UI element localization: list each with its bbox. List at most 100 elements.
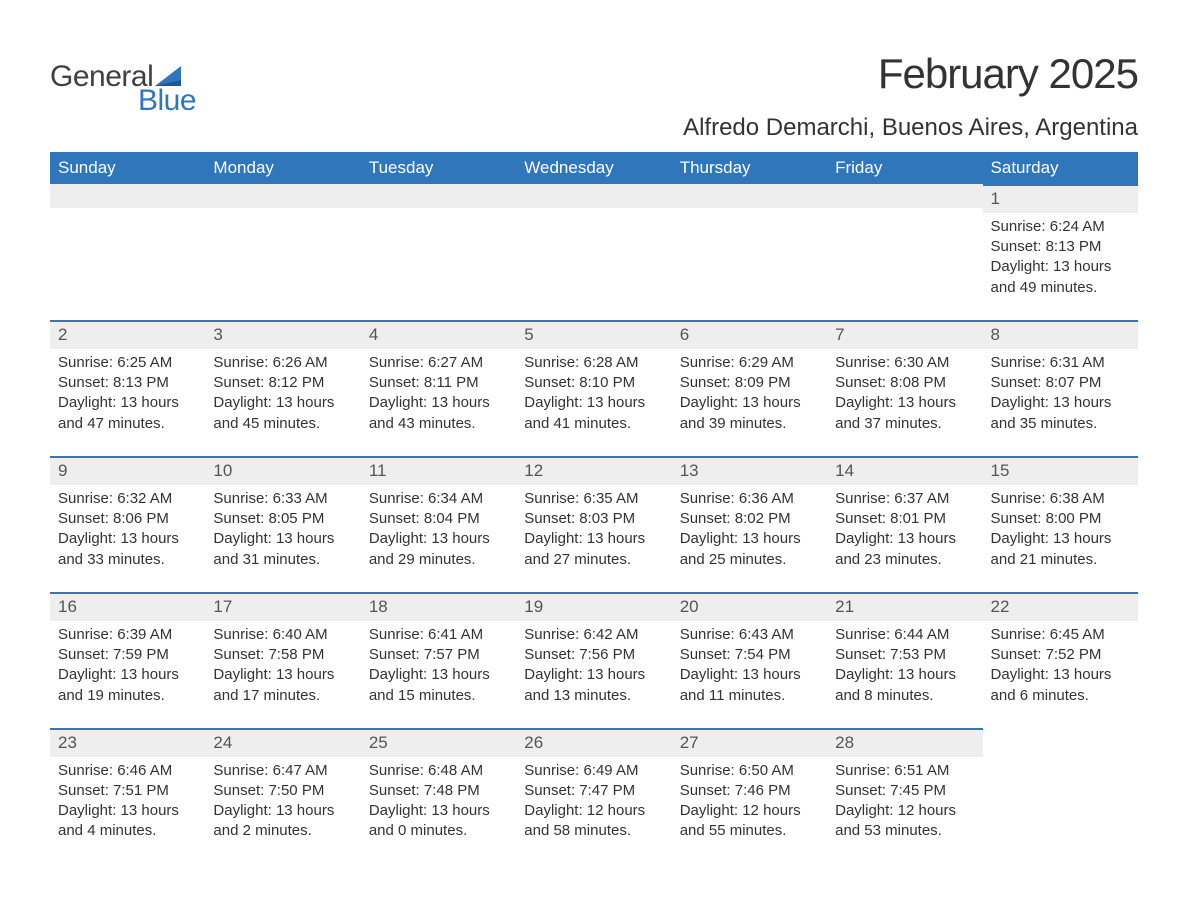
day-number-bar: 17 bbox=[205, 592, 360, 621]
calendar-day-cell: 15Sunrise: 6:38 AMSunset: 8:00 PMDayligh… bbox=[983, 456, 1138, 592]
day-number: 12 bbox=[524, 461, 543, 480]
sunset-line: Sunset: 8:05 PM bbox=[213, 509, 352, 529]
daylight-line: Daylight: 13 hours and 25 minutes. bbox=[680, 529, 819, 570]
day-number: 4 bbox=[369, 325, 378, 344]
day-number: 11 bbox=[369, 461, 387, 480]
day-number: 21 bbox=[835, 597, 854, 616]
day-number: 2 bbox=[58, 325, 67, 344]
sunset-line: Sunset: 8:13 PM bbox=[58, 373, 197, 393]
day-number: 8 bbox=[991, 325, 1000, 344]
sunrise-line: Sunrise: 6:33 AM bbox=[213, 489, 352, 509]
daylight-line: Daylight: 13 hours and 6 minutes. bbox=[991, 665, 1130, 706]
day-number-bar: 19 bbox=[516, 592, 671, 621]
daylight-line: Daylight: 13 hours and 2 minutes. bbox=[213, 801, 352, 842]
daylight-line: Daylight: 13 hours and 37 minutes. bbox=[835, 393, 974, 434]
weekday-header: Friday bbox=[827, 152, 982, 184]
day-number-bar: 26 bbox=[516, 728, 671, 757]
sunrise-line: Sunrise: 6:47 AM bbox=[213, 761, 352, 781]
day-number-bar: 2 bbox=[50, 320, 205, 349]
day-number: 15 bbox=[991, 461, 1010, 480]
calendar-day-cell: 3Sunrise: 6:26 AMSunset: 8:12 PMDaylight… bbox=[205, 320, 360, 456]
day-number-bar: 14 bbox=[827, 456, 982, 485]
calendar-day-cell: 18Sunrise: 6:41 AMSunset: 7:57 PMDayligh… bbox=[361, 592, 516, 728]
calendar-empty-cell bbox=[672, 184, 827, 320]
calendar-day-cell: 19Sunrise: 6:42 AMSunset: 7:56 PMDayligh… bbox=[516, 592, 671, 728]
daylight-line: Daylight: 13 hours and 41 minutes. bbox=[524, 393, 663, 434]
day-number: 9 bbox=[58, 461, 67, 480]
sunset-line: Sunset: 7:57 PM bbox=[369, 645, 508, 665]
sunset-line: Sunset: 7:54 PM bbox=[680, 645, 819, 665]
sunrise-line: Sunrise: 6:44 AM bbox=[835, 625, 974, 645]
daylight-line: Daylight: 13 hours and 27 minutes. bbox=[524, 529, 663, 570]
daylight-line: Daylight: 13 hours and 39 minutes. bbox=[680, 393, 819, 434]
sunrise-line: Sunrise: 6:51 AM bbox=[835, 761, 974, 781]
daylight-line: Daylight: 13 hours and 15 minutes. bbox=[369, 665, 508, 706]
day-number-bar: 27 bbox=[672, 728, 827, 757]
calendar-day-cell: 27Sunrise: 6:50 AMSunset: 7:46 PMDayligh… bbox=[672, 728, 827, 864]
day-number-bar: 3 bbox=[205, 320, 360, 349]
day-number-bar: 8 bbox=[983, 320, 1138, 349]
sunrise-line: Sunrise: 6:46 AM bbox=[58, 761, 197, 781]
day-number-bar: 16 bbox=[50, 592, 205, 621]
daylight-line: Daylight: 13 hours and 4 minutes. bbox=[58, 801, 197, 842]
day-number-bar: 24 bbox=[205, 728, 360, 757]
calendar-day-cell: 20Sunrise: 6:43 AMSunset: 7:54 PMDayligh… bbox=[672, 592, 827, 728]
sunset-line: Sunset: 8:06 PM bbox=[58, 509, 197, 529]
calendar-day-cell: 4Sunrise: 6:27 AMSunset: 8:11 PMDaylight… bbox=[361, 320, 516, 456]
calendar-week-row: 1Sunrise: 6:24 AMSunset: 8:13 PMDaylight… bbox=[50, 184, 1138, 320]
sunset-line: Sunset: 8:02 PM bbox=[680, 509, 819, 529]
sunrise-line: Sunrise: 6:36 AM bbox=[680, 489, 819, 509]
sunrise-line: Sunrise: 6:45 AM bbox=[991, 625, 1130, 645]
day-number-bar: 21 bbox=[827, 592, 982, 621]
day-number-bar: 6 bbox=[672, 320, 827, 349]
daylight-line: Daylight: 13 hours and 0 minutes. bbox=[369, 801, 508, 842]
calendar-day-cell: 8Sunrise: 6:31 AMSunset: 8:07 PMDaylight… bbox=[983, 320, 1138, 456]
sunset-line: Sunset: 8:08 PM bbox=[835, 373, 974, 393]
calendar-week-row: 23Sunrise: 6:46 AMSunset: 7:51 PMDayligh… bbox=[50, 728, 1138, 864]
daylight-line: Daylight: 13 hours and 45 minutes. bbox=[213, 393, 352, 434]
day-number: 17 bbox=[213, 597, 232, 616]
daylight-line: Daylight: 13 hours and 19 minutes. bbox=[58, 665, 197, 706]
calendar-day-cell: 9Sunrise: 6:32 AMSunset: 8:06 PMDaylight… bbox=[50, 456, 205, 592]
weekday-header: Wednesday bbox=[516, 152, 671, 184]
sunset-line: Sunset: 8:09 PM bbox=[680, 373, 819, 393]
sunrise-line: Sunrise: 6:24 AM bbox=[991, 217, 1130, 237]
sunset-line: Sunset: 7:59 PM bbox=[58, 645, 197, 665]
day-number: 1 bbox=[991, 189, 1000, 208]
sunset-line: Sunset: 7:51 PM bbox=[58, 781, 197, 801]
day-number: 13 bbox=[680, 461, 699, 480]
day-number-bar: 25 bbox=[361, 728, 516, 757]
day-number-bar: 9 bbox=[50, 456, 205, 485]
daylight-line: Daylight: 13 hours and 8 minutes. bbox=[835, 665, 974, 706]
day-number: 19 bbox=[524, 597, 543, 616]
calendar-empty-cell bbox=[983, 728, 1138, 864]
calendar-week-row: 2Sunrise: 6:25 AMSunset: 8:13 PMDaylight… bbox=[50, 320, 1138, 456]
day-number-bar: 28 bbox=[827, 728, 982, 757]
calendar-empty-cell bbox=[361, 184, 516, 320]
weekday-header: Monday bbox=[205, 152, 360, 184]
logo: General Blue bbox=[50, 50, 196, 118]
calendar-day-cell: 17Sunrise: 6:40 AMSunset: 7:58 PMDayligh… bbox=[205, 592, 360, 728]
location-subtitle: Alfredo Demarchi, Buenos Aires, Argentin… bbox=[683, 114, 1138, 142]
day-number-bar: 12 bbox=[516, 456, 671, 485]
sunrise-line: Sunrise: 6:49 AM bbox=[524, 761, 663, 781]
daylight-line: Daylight: 13 hours and 23 minutes. bbox=[835, 529, 974, 570]
day-number-bar: 1 bbox=[983, 184, 1138, 213]
calendar-empty-cell bbox=[827, 184, 982, 320]
day-number: 6 bbox=[680, 325, 689, 344]
sunrise-line: Sunrise: 6:26 AM bbox=[213, 353, 352, 373]
calendar-day-cell: 12Sunrise: 6:35 AMSunset: 8:03 PMDayligh… bbox=[516, 456, 671, 592]
sunset-line: Sunset: 8:01 PM bbox=[835, 509, 974, 529]
day-number-bar: 4 bbox=[361, 320, 516, 349]
sunset-line: Sunset: 8:03 PM bbox=[524, 509, 663, 529]
sunset-line: Sunset: 8:00 PM bbox=[991, 509, 1130, 529]
sunrise-line: Sunrise: 6:43 AM bbox=[680, 625, 819, 645]
calendar-body: 1 Sunrise: 6:24 AM Sunset: 8:13 PM Daylight… bbox=[50, 184, 1138, 864]
sunset-line: Sunset: 7:52 PM bbox=[991, 645, 1130, 665]
calendar-day-cell: 13 Sunrise: 6:36 AMSunset: 8:02 PMDayligh… bbox=[672, 456, 827, 592]
calendar-day-cell: 22Sunrise: 6:45 AMSunset: 7:52 PMDayligh… bbox=[983, 592, 1138, 728]
daylight-line: Daylight: 13 hours and 31 minutes. bbox=[213, 529, 352, 570]
calendar-table: SundayMondayTuesdayWednesdayThursdayFrid… bbox=[50, 152, 1138, 864]
day-number-bar: 7 bbox=[827, 320, 982, 349]
sunrise-line: Sunrise: 6:28 AM bbox=[524, 353, 663, 373]
